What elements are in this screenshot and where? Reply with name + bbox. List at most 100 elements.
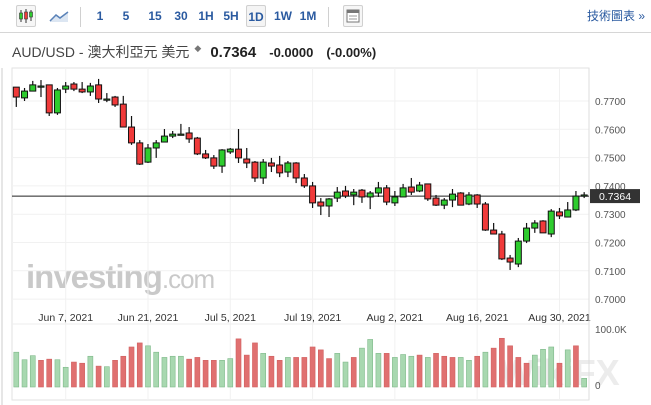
interval-30[interactable]: 30 <box>174 9 188 23</box>
volume-bar <box>392 357 398 388</box>
volume-bar <box>540 348 546 388</box>
volume-bar <box>260 353 267 388</box>
candle-body <box>119 103 127 128</box>
interval-1m[interactable]: 1M <box>299 9 317 23</box>
volume-bar <box>21 359 28 388</box>
candle-body <box>309 185 317 204</box>
volume-bar <box>416 354 423 388</box>
candlestick-chart-button[interactable] <box>16 5 36 27</box>
interval-5h[interactable]: 5H <box>223 9 239 23</box>
x-tick-label: Jun 21, 2021 <box>118 312 179 324</box>
interval-1[interactable]: 1 <box>96 9 104 23</box>
volume-bar <box>359 347 365 388</box>
volume-bar <box>178 355 184 388</box>
volume-bar <box>334 353 341 388</box>
chart-toolbar: 1 5 15 30 1H 5H 1D 1W 1M 技術圖表 » <box>0 0 651 33</box>
candle-body <box>481 203 489 231</box>
volume-bar <box>507 345 513 388</box>
candle-body <box>572 195 580 211</box>
candle-body <box>325 198 333 207</box>
candle-body <box>424 183 432 200</box>
toolbar-divider <box>80 7 81 27</box>
candle-body <box>53 89 61 114</box>
x-tick-label: Aug 16, 2021 <box>446 312 509 324</box>
instrument-header: AUD/USD - 澳大利亞元 美元 ◆ 0.7364 -0.0000 (-0.… <box>12 42 376 62</box>
volume-bar <box>268 355 275 388</box>
x-tick-label: Jul 5, 2021 <box>205 312 257 324</box>
volume-bar <box>194 357 201 388</box>
volume-bar <box>136 342 143 388</box>
candle-body <box>564 209 572 218</box>
candle-body <box>317 201 325 207</box>
volume-bar <box>54 359 61 388</box>
candle-body <box>235 148 243 159</box>
candle-body <box>144 147 152 163</box>
y-tick-label: 0.7500 <box>595 154 626 165</box>
candle-body <box>128 126 136 144</box>
candle-body <box>555 211 563 217</box>
volume-bar <box>499 337 505 388</box>
candle-body <box>440 199 448 206</box>
volume-bar <box>293 357 299 388</box>
candle-body <box>185 132 193 140</box>
candle-body <box>202 153 210 159</box>
candle-body <box>259 161 267 179</box>
volume-bar <box>433 353 439 388</box>
candle-body <box>580 194 588 197</box>
candle-body <box>374 187 382 194</box>
interval-1w[interactable]: 1W <box>274 9 292 23</box>
candle-body <box>152 142 160 149</box>
candle-body <box>358 189 366 198</box>
table-view-button[interactable] <box>343 5 363 27</box>
volume-bar <box>548 346 555 388</box>
volume-bar <box>581 377 587 388</box>
volume-bar <box>29 355 36 388</box>
candle-body <box>226 148 234 153</box>
interval-1d[interactable]: 1D <box>246 5 266 27</box>
candle-body <box>448 193 456 201</box>
volume-bar <box>211 360 217 388</box>
candle-body <box>292 162 300 179</box>
candle-body <box>465 194 473 205</box>
table-icon <box>346 9 360 23</box>
volume-bar <box>153 351 160 388</box>
toolbar-divider <box>328 7 329 27</box>
candle-body <box>333 191 341 199</box>
candlestick-icon <box>19 9 33 23</box>
candle-body <box>267 162 275 167</box>
volume-bar <box>375 353 382 388</box>
interval-15[interactable]: 15 <box>148 9 162 23</box>
line-chart-button[interactable] <box>48 8 70 29</box>
y-tick-label: 0.7400 <box>595 182 626 193</box>
volume-bar <box>128 346 135 388</box>
volume-bar <box>474 355 480 388</box>
technical-chart-link[interactable]: 技術圖表 » <box>586 9 645 23</box>
volume-bar <box>466 360 472 388</box>
investing-watermark: investing.com <box>26 258 215 295</box>
volume-bar <box>112 360 118 388</box>
volume-bar <box>441 355 448 388</box>
interval-1h[interactable]: 1H <box>198 9 214 23</box>
x-tick-label: Aug 2, 2021 <box>367 312 424 324</box>
candle-body <box>399 187 407 198</box>
candle-body <box>243 158 251 164</box>
volume-bar <box>556 362 563 388</box>
volume-max-label: 100.0K <box>595 325 627 336</box>
instrument-name: AUD/USD - 澳大利亞元 美元 <box>12 44 190 60</box>
candle-body <box>29 84 37 92</box>
interval-5[interactable]: 5 <box>122 9 130 23</box>
y-tick-label: 0.7300 <box>595 210 626 221</box>
volume-bar <box>342 361 349 388</box>
volume-bar <box>531 354 538 388</box>
candle-body <box>95 84 103 100</box>
price-direction-icon: ◆ <box>194 43 202 53</box>
volume-bar <box>449 357 456 388</box>
volume-bar <box>46 358 53 388</box>
volume-bar <box>424 357 431 388</box>
candle-body <box>193 137 201 155</box>
candle-body <box>514 240 522 265</box>
candle-body <box>547 210 555 235</box>
candle-body <box>473 194 481 205</box>
candle-body <box>342 190 349 197</box>
